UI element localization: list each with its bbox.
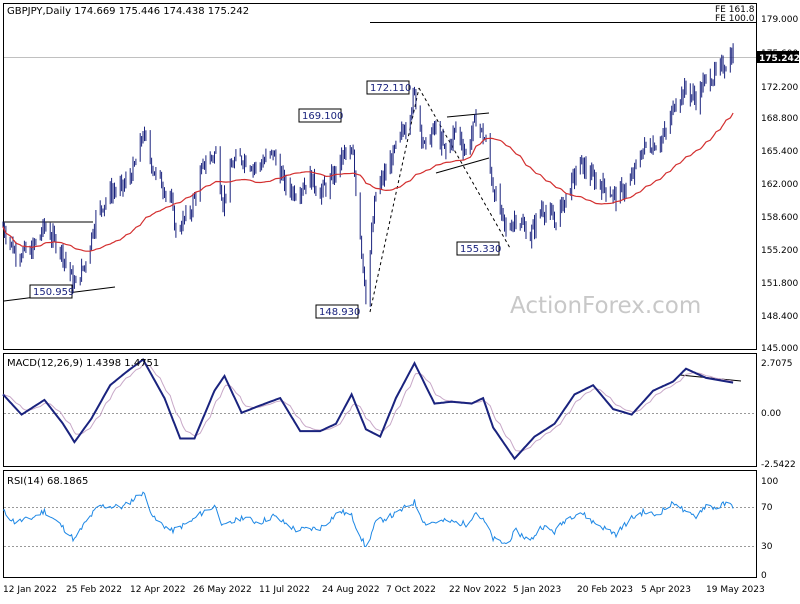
annotation-box	[315, 304, 359, 319]
date-tick: 20 Feb 2023	[577, 585, 633, 595]
annotation-text: 148.930	[319, 307, 360, 318]
date-tick: 7 Oct 2022	[386, 585, 436, 595]
date-tick: 12 Apr 2022	[130, 585, 186, 595]
last-price-badge	[757, 51, 799, 63]
date-tick: 25 Feb 2022	[66, 585, 122, 595]
moving-average-layer	[2, 112, 734, 252]
fib-leg-2	[418, 87, 511, 249]
date-tick: 26 May 2022	[193, 585, 252, 595]
annotation-148930: 148.930	[315, 304, 360, 319]
price-tick: 151.800	[761, 279, 798, 289]
rsi-layer	[2, 491, 734, 548]
annotation-box	[298, 108, 342, 123]
annotation-text: 155.330	[460, 244, 501, 255]
annotation-text: 172.110	[370, 83, 411, 94]
macd-line	[2, 358, 734, 461]
date-tick: 5 Jan 2023	[513, 585, 561, 595]
price-tick: 145.000	[761, 344, 798, 354]
price-tick: 162.000	[761, 180, 798, 190]
rsi-title: RSI(14) 68.1865	[7, 476, 88, 487]
date-tick: 11 Jul 2022	[259, 585, 310, 595]
macd-axis: 2.7075 0.00 -2.5422	[761, 359, 796, 470]
candles-layer	[2, 43, 734, 307]
flag-upper-line	[446, 112, 490, 118]
date-axis: 12 Jan 2022 25 Feb 2022 12 Apr 2022 26 M…	[3, 585, 765, 595]
date-tick: 12 Jan 2022	[3, 585, 57, 595]
price-axis: 179.000 175.600 172.200 168.800 165.400 …	[761, 15, 798, 354]
macd-signal-line	[2, 363, 734, 452]
rsi-tick: 0	[761, 571, 767, 581]
macd-tick: 0.00	[761, 409, 781, 419]
watermark: ActionForex.com	[510, 293, 701, 319]
fe-label-161: FE 161.8	[715, 5, 755, 15]
annotation-box	[29, 284, 73, 299]
price-tick: 158.600	[761, 213, 798, 223]
price-tick: 168.800	[761, 114, 798, 124]
fib-dash-lines	[369, 87, 511, 313]
price-tick: 155.200	[761, 246, 798, 256]
date-tick: 5 Apr 2023	[641, 585, 691, 595]
macd-tick: 2.7075	[761, 359, 793, 369]
fe-label-100: FE 100.0	[715, 14, 755, 24]
flag-lower-line	[435, 157, 490, 174]
price-tick: 179.000	[761, 15, 798, 25]
annotation-172110: 172.110	[366, 80, 411, 95]
ma-line	[2, 112, 734, 252]
rsi-tick: 30	[761, 542, 773, 552]
macd-layer	[2, 358, 734, 461]
date-tick: 19 May 2023	[706, 585, 765, 595]
annotation-text: 150.959	[33, 287, 74, 298]
date-tick: 22 Nov 2022	[449, 585, 507, 595]
rsi-axis: 100 70 30 0	[761, 477, 778, 581]
price-tick: 165.400	[761, 147, 798, 157]
annotation-169100: 169.100	[298, 108, 343, 123]
annotation-150959: 150.959	[29, 284, 74, 299]
annotation-box	[366, 80, 410, 95]
rsi-tick: 100	[761, 477, 778, 487]
macd-title: MACD(12,26,9) 1.4398 1.4751	[7, 358, 159, 369]
price-title: GBPJPY,Daily 174.669 175.446 174.438 175…	[7, 6, 249, 17]
annotation-155330: 155.330	[456, 241, 501, 256]
annotation-box	[456, 241, 500, 256]
macd-tick: -2.5422	[761, 460, 796, 470]
price-tick: 172.200	[761, 83, 798, 93]
last-price-label: 175.242	[759, 54, 800, 64]
fib-leg-1	[369, 87, 420, 313]
annotation-text: 169.100	[302, 111, 343, 122]
price-panel-frame	[3, 3, 757, 350]
rsi-tick: 70	[761, 503, 773, 513]
date-tick: 24 Aug 2022	[322, 585, 380, 595]
price-tick: 148.400	[761, 312, 798, 322]
rsi-panel-frame	[3, 470, 757, 578]
rsi-line	[2, 491, 734, 548]
macd-panel-frame	[3, 353, 757, 467]
